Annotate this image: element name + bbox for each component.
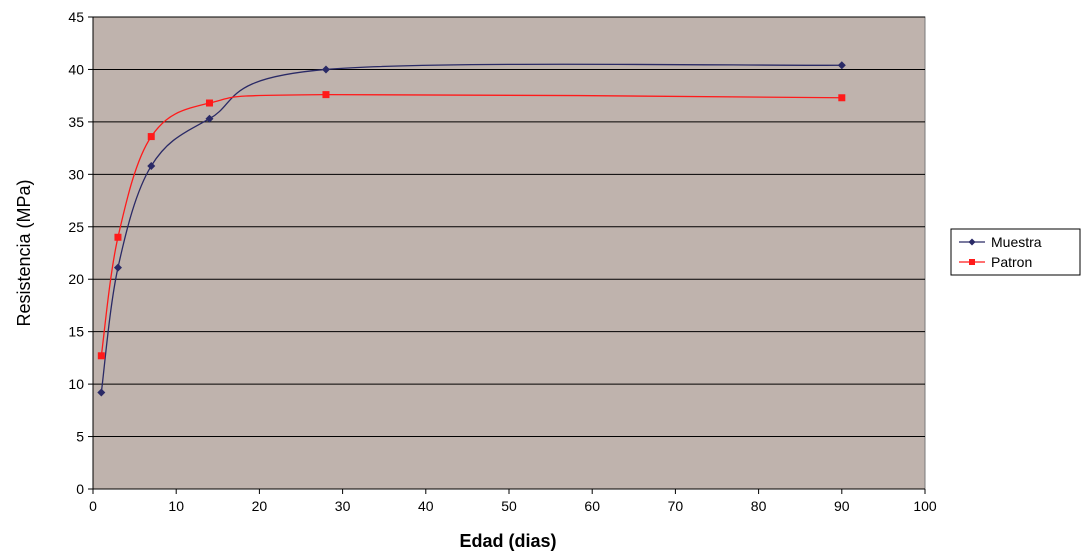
legend-marker-patron: [969, 259, 975, 265]
y-axis-title: Resistencia (MPa): [14, 179, 34, 326]
y-tick-label: 15: [68, 324, 84, 340]
x-tick-label: 100: [913, 498, 937, 514]
x-tick-label: 70: [668, 498, 684, 514]
x-axis-title: Edad (dias): [459, 531, 556, 551]
x-tick-label: 20: [252, 498, 268, 514]
data-point-muestra: [147, 161, 156, 170]
series-patron: [97, 91, 846, 360]
y-tick-labels: 0 5 10 15 20 25 30 35 40 45: [68, 9, 93, 497]
data-point-patron: [147, 133, 155, 141]
data-point-patron: [205, 99, 213, 107]
data-point-muestra: [113, 263, 122, 272]
data-point-patron: [322, 91, 330, 99]
y-tick-label: 35: [68, 114, 84, 130]
legend-label-muestra: Muestra: [991, 234, 1042, 250]
x-tick-label: 40: [418, 498, 434, 514]
y-tick-label: 45: [68, 9, 84, 25]
y-tick-label: 0: [76, 481, 84, 497]
series-muestra: [97, 61, 846, 397]
legend: Muestra Patron: [950, 228, 1081, 276]
y-tick-label: 5: [76, 429, 84, 445]
y-tick-label: 25: [68, 219, 84, 235]
data-point-patron: [114, 233, 122, 241]
x-tick-label: 60: [584, 498, 600, 514]
y-tick-label: 40: [68, 61, 84, 77]
x-tick-label: 50: [501, 498, 517, 514]
data-point-muestra: [321, 65, 330, 74]
x-tick-label: 30: [335, 498, 351, 514]
y-tick-label: 20: [68, 271, 84, 287]
series-layer: [97, 61, 846, 397]
x-tick-label: 10: [168, 498, 184, 514]
data-point-patron: [838, 94, 846, 102]
y-tick-label: 30: [68, 166, 84, 182]
x-tick-label: 0: [89, 498, 97, 514]
x-tick-label: 80: [751, 498, 767, 514]
gridlines: [93, 16, 925, 438]
legend-box: [950, 228, 1081, 276]
data-point-muestra: [97, 388, 106, 397]
y-tick-label: 10: [68, 376, 84, 392]
x-tick-label: 90: [834, 498, 850, 514]
data-point-patron: [97, 352, 105, 360]
data-point-muestra: [205, 114, 214, 123]
data-point-muestra: [837, 61, 846, 70]
plot-area: [92, 16, 926, 490]
legend-label-patron: Patron: [991, 254, 1032, 270]
x-tick-labels: 0 10 20 30 40 50 60 70 80 90 100: [89, 489, 937, 514]
legend-marker-muestra: [968, 238, 976, 246]
